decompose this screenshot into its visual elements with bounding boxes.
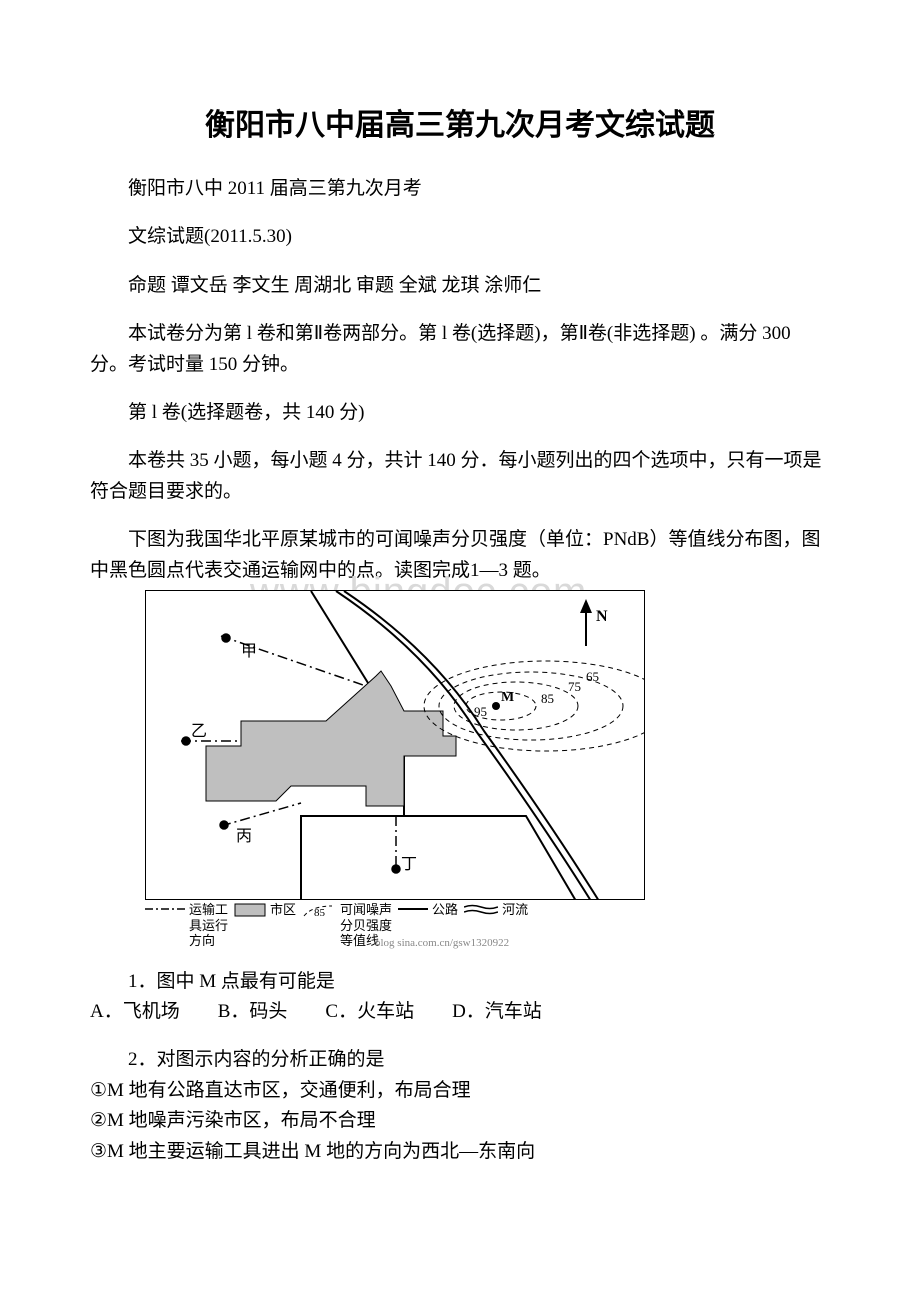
svg-text:乙: 乙 (191, 723, 207, 740)
legend-river: 河流 (464, 902, 528, 918)
map-svg: N (146, 591, 645, 900)
header-line-1: 衡阳市八中 2011 届高三第九次月考 (90, 174, 830, 204)
q1-stem: 1．图中 M 点最有可能是 (90, 967, 830, 997)
header-line-2: 文综试题(2011.5.30) (90, 222, 830, 252)
svg-text:M: M (501, 690, 514, 705)
header-line-3: 命题 谭文岳 李文生 周湖北 审题 全斌 龙琪 涂师仁 (90, 271, 830, 301)
svg-text:甲: 甲 (241, 643, 257, 660)
svg-text:85: 85 (541, 691, 554, 706)
intro-p1: 本试卷分为第 l 卷和第Ⅱ卷两部分。第 l 卷(选择题)，第Ⅱ卷(非选择题) 。… (90, 319, 830, 380)
q2-opt3: ③M 地主要运输工具进出 M 地的方向为西北—东南向 (90, 1137, 830, 1167)
intro-p4: 下图为我国华北平原某城市的可闻噪声分贝强度（单位：PNdB）等值线分布图，图中黑… (90, 525, 830, 586)
q2-opt1: ①M 地有公路直达市区，交通便利，布局合理 (90, 1076, 830, 1106)
svg-text:75: 75 (568, 679, 581, 694)
svg-text:N: N (596, 608, 608, 625)
q2-stem: 2．对图示内容的分析正确的是 (90, 1045, 830, 1075)
q1-options: A．飞机场 B．码头 C．火车站 D．汽车站 (90, 997, 830, 1027)
figure-container: www.bingdoc.com N (145, 590, 830, 949)
question-1: 1．图中 M 点最有可能是 A．飞机场 B．码头 C．火车站 D．汽车站 (90, 967, 830, 1028)
svg-text:丁: 丁 (401, 856, 417, 873)
noise-contours (424, 661, 645, 751)
svg-text:95: 95 (474, 704, 487, 719)
blog-credit: blog sina.com.cn/gsw1320922 (375, 937, 830, 949)
svg-text:丙: 丙 (236, 828, 252, 845)
page-title: 衡阳市八中届高三第九次月考文综试题 (90, 100, 830, 144)
legend-transport: 运输工 具运行 方向 (145, 902, 228, 949)
map-figure: N (145, 590, 645, 900)
urban-area (206, 671, 456, 806)
intro-p3: 本卷共 35 小题，每小题 4 分，共计 140 分．每小题列出的四个选项中，只… (90, 446, 830, 507)
q2-opt2: ②M 地噪声污染市区，布局不合理 (90, 1106, 830, 1136)
question-2: 2．对图示内容的分析正确的是 ①M 地有公路直达市区，交通便利，布局合理 ②M … (90, 1045, 830, 1167)
intro-p2: 第 l 卷(选择题卷，共 140 分) (90, 398, 830, 428)
legend-road: 公路 (398, 902, 458, 918)
point-m: M (492, 690, 514, 710)
svg-text:85: 85 (314, 907, 326, 918)
contour-labels: 95 85 75 65 (474, 669, 599, 719)
svg-text:65: 65 (586, 669, 599, 684)
legend-urban: 市区 (234, 902, 296, 918)
north-arrow-icon: N (580, 599, 608, 646)
